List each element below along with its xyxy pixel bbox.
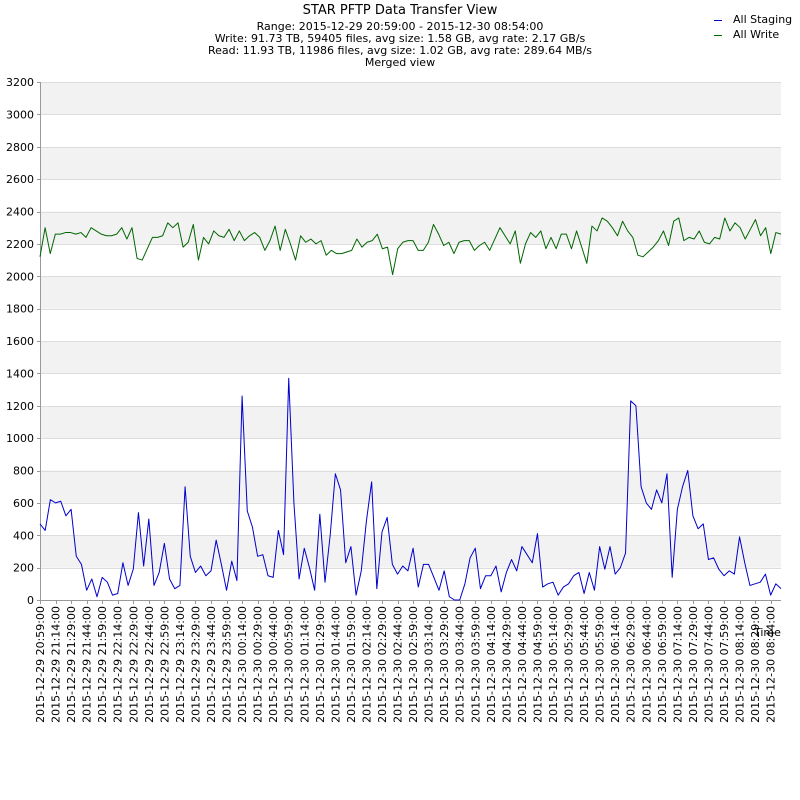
grid-band [40, 470, 781, 503]
x-tick-label: 2015-12-29 20:59:00 [34, 606, 47, 723]
grid-band [40, 82, 781, 115]
grid-band [40, 308, 781, 341]
grid-band [40, 341, 781, 374]
legend-label: All Write [733, 28, 780, 41]
y-tick-label: 1200 [6, 400, 34, 413]
x-tick-label: 2015-12-30 04:29:00 [500, 606, 513, 723]
series-line-all-write [39, 217, 782, 276]
x-tick-label: 2015-12-30 07:59:00 [718, 606, 731, 723]
x-tick-label: 2015-12-30 01:14:00 [298, 606, 311, 723]
grid-band [40, 114, 781, 147]
x-tick-label: 2015-12-30 00:14:00 [236, 606, 249, 723]
legend-label: All Staging [733, 13, 793, 26]
x-tick-label: 2015-12-30 03:14:00 [423, 606, 436, 723]
legend-item-all-write: All Write [714, 28, 779, 42]
grid-band [40, 535, 781, 568]
y-tick-label: 3200 [6, 76, 34, 89]
y-tick-label: 1600 [6, 335, 34, 348]
x-axis-label: Time [754, 626, 781, 639]
x-tick-label: 2015-12-30 04:59:00 [531, 606, 544, 723]
x-tick-label: 2015-12-29 22:44:00 [143, 606, 156, 723]
x-tick-label: 2015-12-29 22:29:00 [127, 606, 140, 723]
x-tick-label: 2015-12-30 05:59:00 [594, 606, 607, 723]
x-tick-label: 2015-12-30 03:44:00 [454, 606, 467, 723]
y-tick-label: 2600 [6, 173, 34, 186]
legend-swatch-all-write [714, 34, 722, 36]
y-tick-label: 3000 [6, 108, 34, 121]
x-tick-label: 2015-12-29 21:59:00 [96, 606, 109, 723]
x-tick-label: 2015-12-30 05:29:00 [563, 606, 576, 723]
legend-item-all-staging: All Staging [714, 13, 792, 27]
y-tick-label: 2800 [6, 141, 34, 154]
x-tick-label: 2015-12-30 05:14:00 [547, 606, 560, 723]
grid-band [40, 179, 781, 212]
x-tick-label: 2015-12-30 00:44:00 [267, 606, 280, 723]
x-tick-label: 2015-12-30 04:44:00 [516, 606, 529, 723]
subtitle-view-mode: Merged view [364, 56, 436, 69]
y-tick-label: 200 [13, 562, 34, 575]
x-tick-label: 2015-12-30 06:59:00 [656, 606, 669, 723]
grid-band [40, 276, 781, 309]
x-tick-label: 2015-12-30 02:44:00 [392, 606, 405, 723]
x-tick-label: 2015-12-29 23:29:00 [189, 606, 202, 723]
x-tick-label: 2015-12-29 22:14:00 [112, 606, 125, 723]
x-tick-label: 2015-12-30 07:29:00 [687, 606, 700, 723]
x-tick-label: 2015-12-29 21:14:00 [50, 606, 63, 723]
x-tick-label: 2015-12-30 02:14:00 [360, 606, 373, 723]
x-tick-label: 2015-12-30 03:59:00 [469, 606, 482, 723]
subtitle-write-stats: Write: 91.73 TB, 59405 files, avg size: … [214, 32, 586, 45]
x-tick-label: 2015-12-30 02:29:00 [376, 606, 389, 723]
x-tick-label: 2015-12-30 08:14:00 [734, 606, 747, 723]
x-tick-label: 2015-12-30 07:14:00 [671, 606, 684, 723]
y-tick-label: 800 [13, 465, 34, 478]
x-tick-label: 2015-12-30 06:44:00 [640, 606, 653, 723]
grid-band [40, 438, 781, 471]
x-tick-label: 2015-12-29 23:14:00 [174, 606, 187, 723]
x-tick-label: 2015-12-30 08:44:00 [765, 606, 778, 723]
x-tick-label: 2015-12-30 04:14:00 [485, 606, 498, 723]
x-tick-label: 2015-12-30 01:44:00 [329, 606, 342, 723]
y-tick-label: 0 [27, 594, 34, 607]
y-tick-label: 1000 [6, 432, 34, 445]
grid-band [40, 502, 781, 536]
x-tick-label: 2015-12-30 03:29:00 [438, 606, 451, 723]
series-line-all-staging [39, 377, 782, 601]
x-tick-label: 2015-12-30 00:59:00 [283, 606, 296, 723]
legend-swatch-all-staging [714, 19, 722, 21]
x-tick-label: 2015-12-30 02:59:00 [407, 606, 420, 723]
x-tick-label: 2015-12-29 23:44:00 [205, 606, 218, 723]
y-tick-label: 400 [13, 529, 34, 542]
y-tick-label: 2200 [6, 238, 34, 251]
y-tick-label: 1800 [6, 303, 34, 316]
grid-band [40, 373, 781, 406]
x-tick-label: 2015-12-29 21:29:00 [65, 606, 78, 723]
grid-band [40, 146, 781, 180]
x-tick-label: 2015-12-30 06:14:00 [609, 606, 622, 723]
x-tick-label: 2015-12-29 21:44:00 [81, 606, 94, 723]
x-tick-label: 2015-12-29 22:59:00 [158, 606, 171, 723]
subtitle-read-stats: Read: 11.93 TB, 11986 files, avg size: 1… [207, 44, 593, 57]
grid-band [40, 567, 781, 600]
x-tick-label: 2015-12-30 01:29:00 [314, 606, 327, 723]
chart-title: STAR PFTP Data Transfer View [302, 3, 498, 18]
x-tick-label: 2015-12-30 00:29:00 [252, 606, 265, 723]
x-tick-label: 2015-12-29 23:59:00 [221, 606, 234, 723]
x-tick-label: 2015-12-30 07:44:00 [702, 606, 715, 723]
grid-band [40, 243, 781, 277]
subtitle-range: Range: 2015-12-29 20:59:00 - 2015-12-30 … [256, 20, 544, 33]
x-tick-label: 2015-12-30 08:29:00 [749, 606, 762, 723]
x-tick-label: 2015-12-30 06:29:00 [625, 606, 638, 723]
y-tick-label: 600 [13, 497, 34, 510]
grid-band [40, 211, 781, 244]
y-tick-label: 2400 [6, 206, 34, 219]
x-tick-label: 2015-12-30 01:59:00 [345, 606, 358, 723]
y-tick-label: 1400 [6, 367, 34, 380]
x-tick-label: 2015-12-30 05:44:00 [578, 606, 591, 723]
y-tick-label: 2000 [6, 270, 34, 283]
grid-band [40, 405, 781, 439]
